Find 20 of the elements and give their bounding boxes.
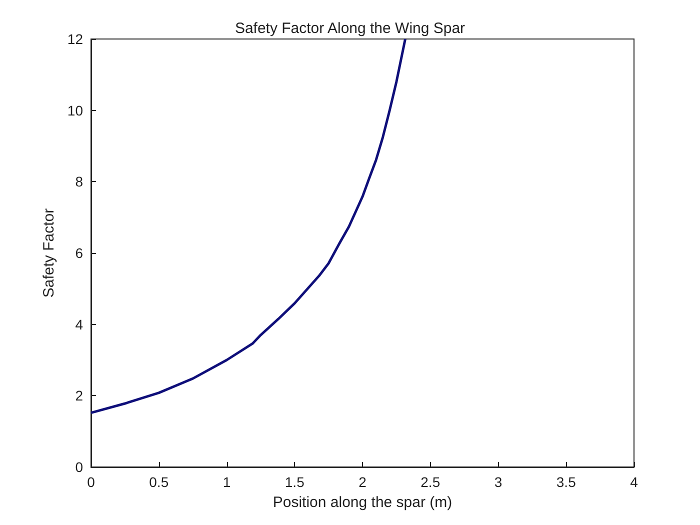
y-tick-label: 10 — [67, 102, 84, 118]
x-tick-label: 3.5 — [556, 474, 576, 490]
y-tick-label: 8 — [75, 174, 84, 190]
chart-title: Safety Factor Along the Wing Spar — [234, 20, 466, 37]
y-tick-label: 6 — [75, 245, 84, 261]
x-tick-label: 4 — [630, 474, 638, 490]
y-tick-label: 12 — [67, 31, 84, 47]
x-tick-label: 2 — [358, 474, 367, 490]
x-tick-label: 1.5 — [284, 474, 305, 490]
line-series — [90, 38, 407, 414]
y-tick-label: 0 — [75, 459, 84, 475]
x-tick-label: 1 — [222, 474, 231, 490]
y-tick-label: 2 — [75, 388, 84, 404]
x-tick-label: 2.5 — [420, 474, 440, 490]
x-tick-label: 3 — [494, 474, 502, 490]
x-tick-label: 0.5 — [149, 474, 169, 490]
x-axis-title: Position along the spar (m) — [272, 494, 452, 511]
y-axis-title: Safety Factor — [40, 208, 58, 298]
x-tick-label: 0 — [87, 474, 96, 490]
y-tick-label: 4 — [75, 316, 84, 332]
